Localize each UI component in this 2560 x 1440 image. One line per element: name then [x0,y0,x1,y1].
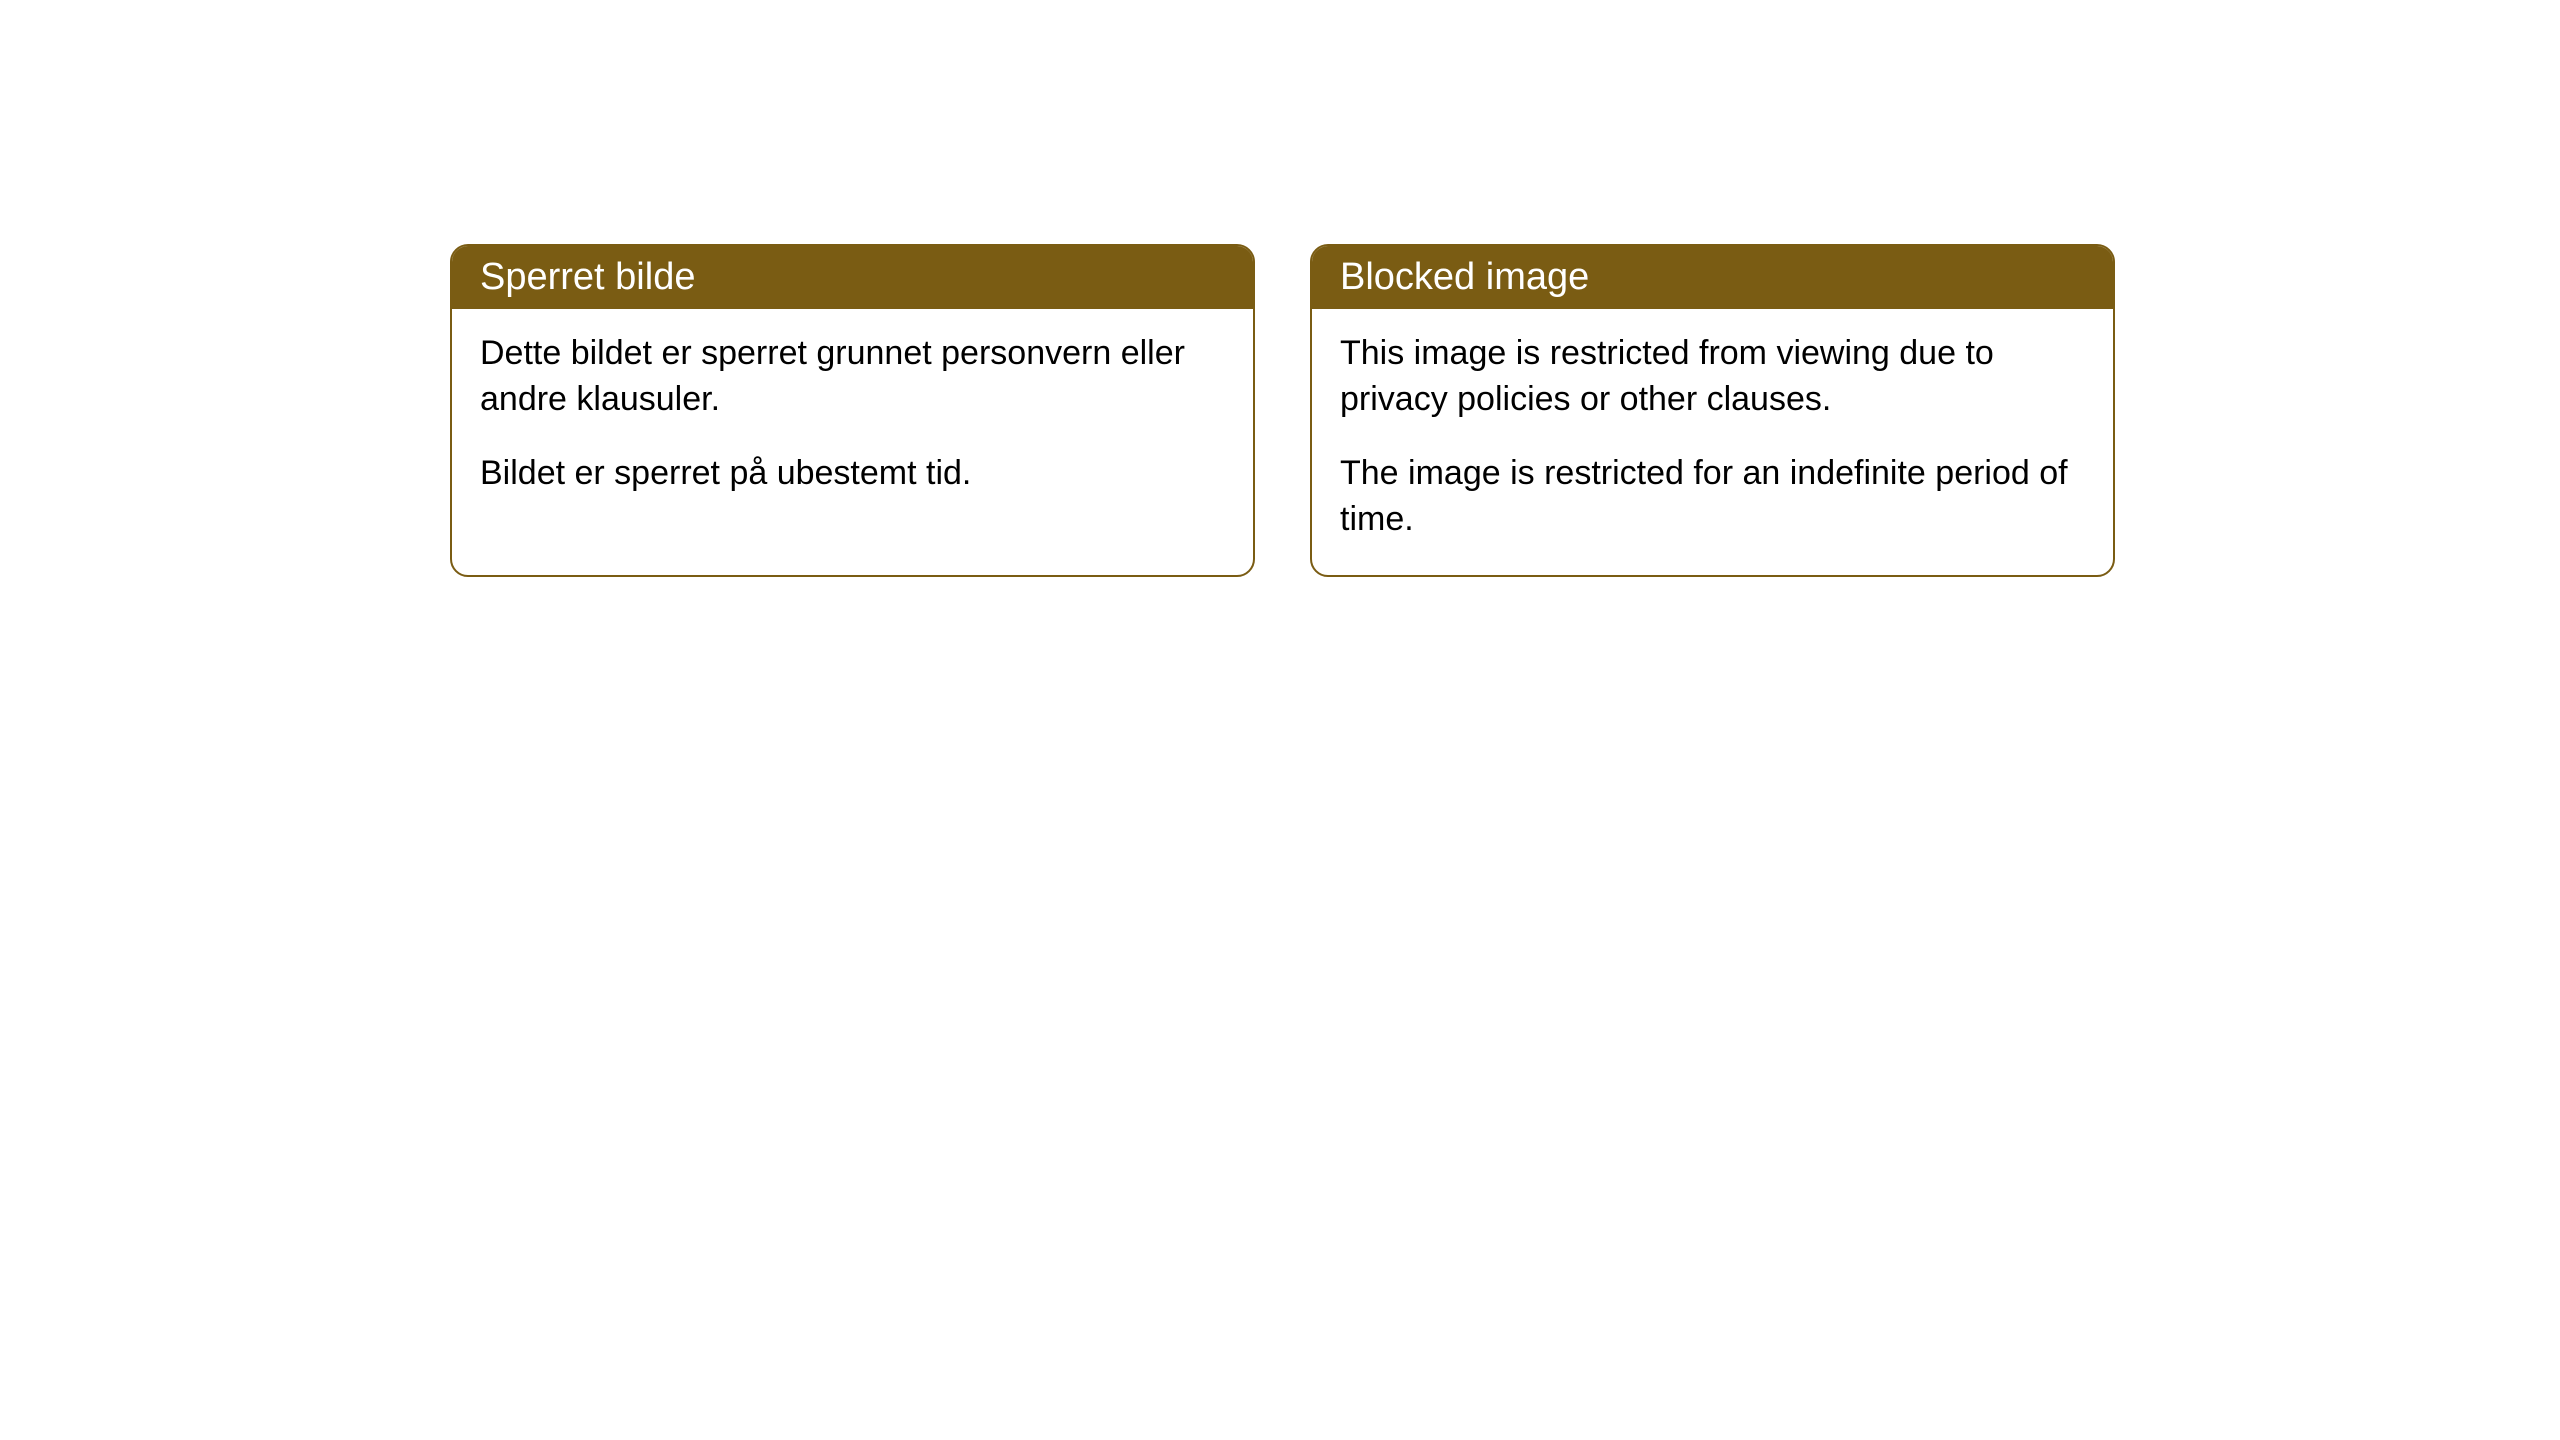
notice-paragraph: This image is restricted from viewing du… [1340,331,2085,423]
notice-card-norwegian: Sperret bilde Dette bildet er sperret gr… [450,244,1255,577]
notice-body: Dette bildet er sperret grunnet personve… [452,309,1253,529]
notice-container: Sperret bilde Dette bildet er sperret gr… [450,244,2115,577]
notice-title: Sperret bilde [480,256,695,298]
notice-header: Blocked image [1312,246,2113,309]
notice-body: This image is restricted from viewing du… [1312,309,2113,575]
notice-header: Sperret bilde [452,246,1253,309]
notice-paragraph: Bildet er sperret på ubestemt tid. [480,451,1225,497]
notice-card-english: Blocked image This image is restricted f… [1310,244,2115,577]
notice-paragraph: The image is restricted for an indefinit… [1340,451,2085,543]
notice-title: Blocked image [1340,256,1589,298]
notice-paragraph: Dette bildet er sperret grunnet personve… [480,331,1225,423]
